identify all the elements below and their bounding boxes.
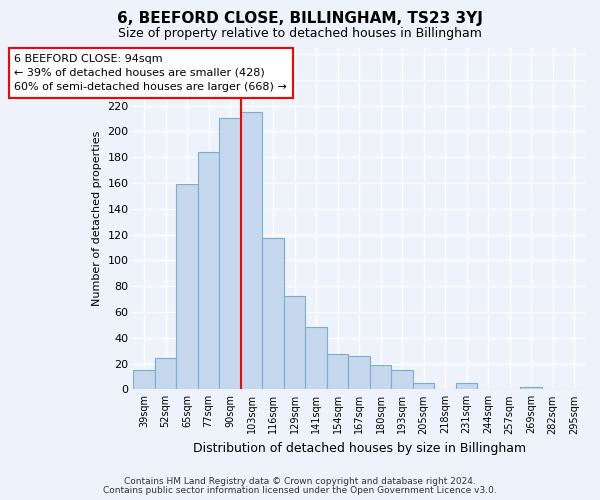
Bar [349,356,370,390]
Text: 6 BEEFORD CLOSE: 94sqm
← 39% of detached houses are smaller (428)
60% of semi-de: 6 BEEFORD CLOSE: 94sqm ← 39% of detached… [14,54,287,92]
X-axis label: Distribution of detached houses by size in Billingham: Distribution of detached houses by size … [193,442,526,455]
Text: Contains public sector information licensed under the Open Government Licence v3: Contains public sector information licen… [103,486,497,495]
Text: 6, BEEFORD CLOSE, BILLINGHAM, TS23 3YJ: 6, BEEFORD CLOSE, BILLINGHAM, TS23 3YJ [117,11,483,26]
Bar [176,184,198,390]
Bar [220,118,241,390]
Bar [370,365,391,390]
Bar [262,238,284,390]
Bar [391,370,413,390]
Y-axis label: Number of detached properties: Number of detached properties [92,130,101,306]
Bar [155,358,176,390]
Bar [133,370,155,390]
Bar [241,112,262,390]
Bar [327,354,349,390]
Bar [520,386,542,390]
Bar [413,383,434,390]
Text: Contains HM Land Registry data © Crown copyright and database right 2024.: Contains HM Land Registry data © Crown c… [124,477,476,486]
Text: Size of property relative to detached houses in Billingham: Size of property relative to detached ho… [118,28,482,40]
Bar [305,328,327,390]
Bar [456,383,478,390]
Bar [284,296,305,390]
Bar [198,152,220,390]
